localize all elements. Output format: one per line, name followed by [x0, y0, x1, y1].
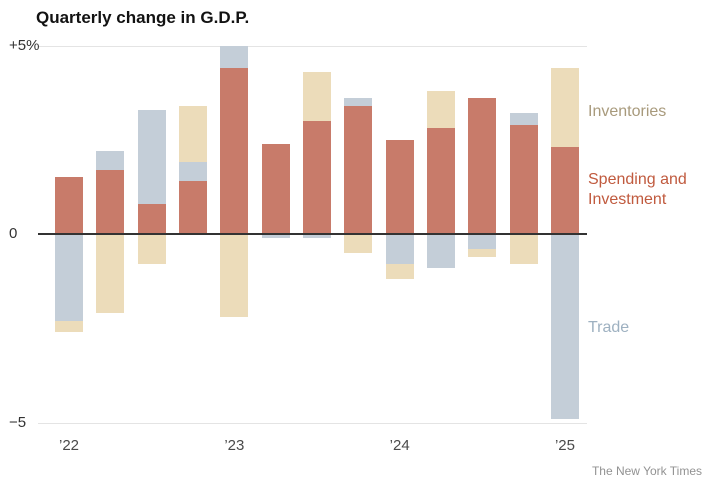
- bar-segment-trade: [220, 45, 249, 69]
- bar-segment-inventories: [344, 234, 373, 253]
- bar-segment-inventories: [55, 320, 83, 332]
- bar-segment-trade: [426, 234, 455, 268]
- chart-title: Quarterly change in G.D.P.: [36, 8, 250, 27]
- bar-segment-spending: [137, 203, 166, 234]
- bar-segment-spending: [302, 120, 331, 234]
- bar-segment-inventories: [178, 105, 207, 163]
- bar-segment-spending: [261, 143, 290, 234]
- bar-segment-spending: [178, 181, 207, 234]
- bar-segment-inventories: [509, 234, 538, 265]
- x-axis-label: ’23: [224, 437, 245, 454]
- bar-segment-inventories: [137, 234, 166, 265]
- y-axis-label: +5%: [9, 36, 40, 54]
- bar-segment-spending: [468, 98, 497, 234]
- bar-segment-spending: [385, 139, 414, 234]
- bar-segment-inventories: [302, 71, 331, 121]
- bar-segment-spending: [220, 68, 249, 234]
- bar-segment-trade: [550, 234, 579, 419]
- bar-segment-trade: [178, 162, 207, 182]
- zero-axis-line: [38, 233, 587, 235]
- legend-label-trade: Trade: [588, 319, 630, 336]
- gridline: [38, 422, 587, 424]
- bar-segment-spending: [55, 177, 83, 234]
- bar-segment-inventories: [550, 68, 579, 148]
- y-axis-label: 0: [9, 225, 18, 242]
- bar-segment-trade: [261, 234, 290, 238]
- bar-segment-spending: [509, 124, 538, 234]
- x-axis-label: ’24: [389, 437, 410, 454]
- y-axis-label: −5: [9, 413, 27, 431]
- gridline: [38, 45, 587, 47]
- bar-segment-inventories: [468, 249, 497, 257]
- bar-segment-inventories: [426, 90, 455, 129]
- bar-segment-trade: [302, 234, 331, 238]
- x-axis-label: ’25: [554, 437, 575, 454]
- bar-segment-trade: [468, 234, 497, 250]
- x-axis-label: ’22: [58, 437, 80, 454]
- bar-segment-spending: [550, 147, 579, 234]
- bar-segment-spending: [344, 105, 373, 234]
- bar-segment-inventories: [96, 234, 125, 314]
- bar-segment-trade: [137, 109, 166, 204]
- source-credit: The New York Times: [591, 464, 702, 478]
- legend-label-inventories: Inventories: [588, 103, 667, 120]
- bar-segment-spending: [426, 128, 455, 234]
- bar-segment-trade: [344, 98, 373, 106]
- bar-segment-inventories: [385, 264, 414, 280]
- bar-segment-trade: [96, 151, 125, 170]
- bar-segment-spending: [96, 169, 125, 234]
- bar-segment-trade: [55, 234, 83, 321]
- bar-segment-trade: [385, 234, 414, 265]
- bar-segment-trade: [509, 113, 538, 125]
- bar-segment-inventories: [220, 234, 249, 317]
- legend-label-spending-investment: Spending and Investment: [588, 171, 687, 208]
